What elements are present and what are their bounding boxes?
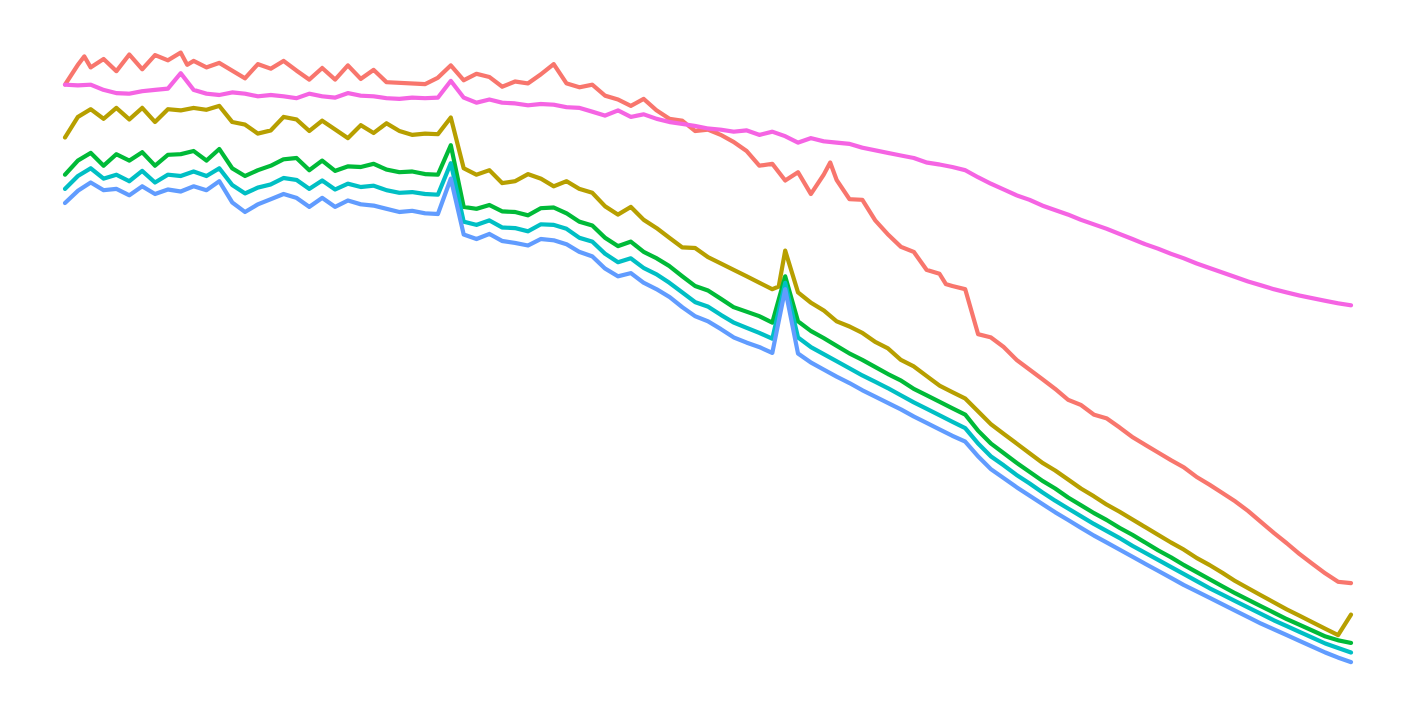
series-line-3 <box>62 143 1354 645</box>
series-line-4 <box>62 161 1354 655</box>
series-line-1 <box>62 50 1354 586</box>
plot-area <box>62 50 1354 665</box>
series-line-5 <box>62 176 1354 665</box>
series-line-6 <box>62 71 1354 308</box>
series-line-2 <box>62 103 1354 638</box>
